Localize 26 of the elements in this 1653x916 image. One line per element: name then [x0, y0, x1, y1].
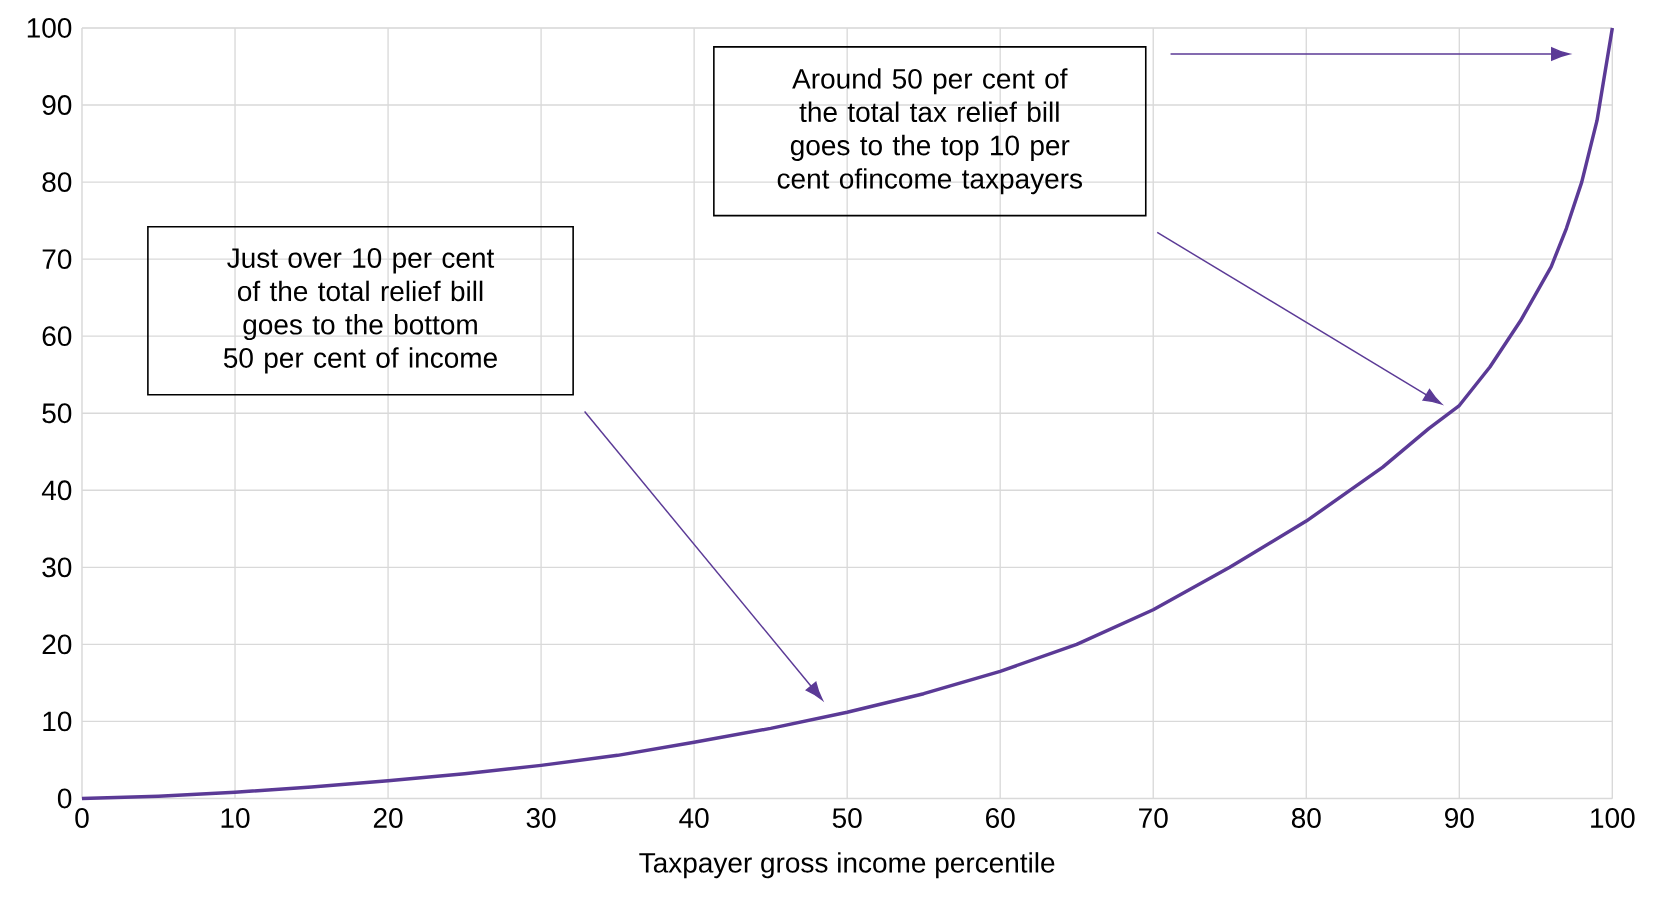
- x-tick-label: 40: [679, 808, 709, 828]
- y-tick-label: 90: [42, 95, 72, 116]
- annotation: Just over 10 per cent of the total relief bill goes to the bottom 50 per cent of income: [223, 248, 497, 374]
- x-tick-label: 80: [1291, 808, 1321, 828]
- x-tick-label: 100: [1591, 808, 1635, 828]
- x-tick-label: 0: [75, 808, 89, 828]
- y-tick-label: 50: [42, 403, 72, 424]
- x-tick-label: 10: [221, 808, 250, 828]
- y-tick-label: 30: [42, 557, 72, 578]
- y-tick-label: 80: [42, 172, 72, 193]
- y-tick-label: 0: [57, 788, 72, 809]
- y-tick-label: 20: [42, 634, 72, 655]
- x-tick-label: 50: [832, 808, 862, 828]
- y-tick-label: 70: [42, 249, 72, 270]
- x-tick-label: 60: [986, 808, 1015, 828]
- line-series: [80, 26, 1615, 801]
- x-tick-label: 20: [373, 808, 403, 828]
- x-tick-label: 70: [1139, 808, 1168, 828]
- x-tick-label: 30: [526, 808, 556, 828]
- annotation: Around 50 per cent of the total tax relief bill goes to the top 10 per cent ofincome taxpayers: [777, 68, 1082, 195]
- y-tick-label: 60: [42, 326, 72, 347]
- x-axis-title: Taxpayer gross income percentile: [639, 852, 1055, 879]
- x-tick-label: 90: [1445, 808, 1474, 828]
- y-tick-label: 40: [41, 480, 72, 501]
- y-tick-label: 10: [43, 711, 72, 732]
- y-tick-label: 100: [27, 18, 72, 38]
